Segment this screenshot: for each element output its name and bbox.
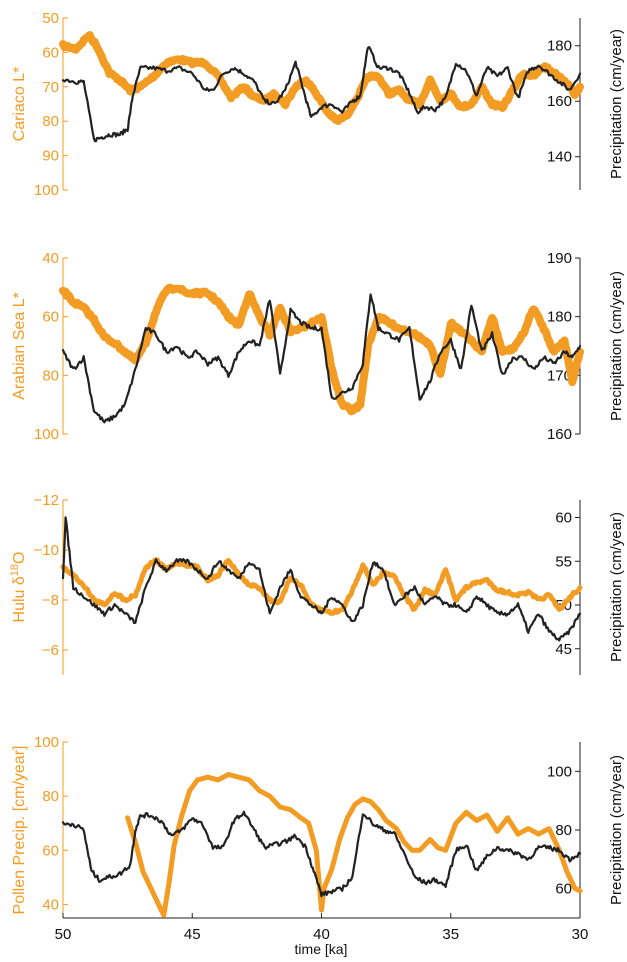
right-tick-label: 190 bbox=[547, 250, 572, 267]
right-axis-label: Precipitation (cm/year) bbox=[608, 755, 625, 905]
left-ticks: 40 60 80 100 bbox=[34, 734, 68, 913]
right-tick-label: 100 bbox=[547, 763, 572, 780]
right-tick-label: 60 bbox=[555, 510, 572, 527]
left-tick-label: 100 bbox=[34, 734, 59, 751]
series-line-orange bbox=[59, 283, 584, 416]
left-axis-label: Arabian Sea L* bbox=[11, 292, 28, 400]
x-tick-label: 45 bbox=[184, 926, 201, 943]
series-line-orange bbox=[60, 557, 583, 616]
left-tick-label: 100 bbox=[34, 426, 59, 443]
right-ticks: 60 80 100 bbox=[547, 763, 580, 898]
panel-cariaco: 50 60 70 80 90 100 140 160 180 Cariaco L* Preci… bbox=[11, 10, 625, 199]
series-lines bbox=[59, 31, 584, 143]
panel-arabian-sea: 40 60 80 100 160 170 180 190 Arabian Sea L* Pr… bbox=[11, 250, 625, 443]
left-ticks: 40 60 80 100 bbox=[34, 250, 68, 443]
series-lines bbox=[60, 516, 583, 642]
series-line-orange bbox=[59, 31, 584, 125]
series-line-black bbox=[61, 810, 582, 898]
x-tick-label: 35 bbox=[442, 926, 459, 943]
x-axis-label: time [ka] bbox=[295, 941, 348, 957]
panel-pollen: 40 60 80 100 60 80 100 50 45 40 35 30 Pollen Prec… bbox=[11, 734, 625, 957]
left-tick-label: 100 bbox=[34, 182, 59, 199]
series-lines bbox=[59, 283, 584, 424]
left-tick-label: −12 bbox=[34, 492, 59, 509]
left-tick-label: 60 bbox=[42, 309, 59, 326]
left-tick-label: 40 bbox=[42, 250, 59, 267]
series-line-black bbox=[61, 293, 582, 424]
left-tick-label: 60 bbox=[42, 44, 59, 61]
left-axis-label: Hulu δ18O bbox=[9, 552, 28, 623]
x-ticks: 50 45 40 35 30 bbox=[55, 913, 589, 943]
x-tick-label: 40 bbox=[313, 926, 330, 943]
left-tick-label: 80 bbox=[42, 367, 59, 384]
left-tick-label: −6 bbox=[42, 642, 59, 659]
series-lines bbox=[61, 772, 583, 918]
left-axis-label: Pollen Precip. [cm/year] bbox=[11, 746, 28, 915]
left-tick-label: 80 bbox=[42, 788, 59, 805]
series-line-black bbox=[61, 46, 582, 143]
left-ticks: 50 60 70 80 90 100 bbox=[34, 10, 68, 199]
right-tick-label: 80 bbox=[555, 822, 572, 839]
x-tick-label: 50 bbox=[55, 926, 72, 943]
x-tick-label: 30 bbox=[572, 926, 589, 943]
left-ticks: −12 −10 −8 −6 bbox=[34, 492, 68, 659]
left-tick-label: 50 bbox=[42, 10, 59, 27]
right-ticks: 140 160 180 bbox=[547, 38, 580, 166]
right-tick-label: 180 bbox=[547, 309, 572, 326]
right-tick-label: 60 bbox=[555, 881, 572, 898]
right-axis-label: Precipitation (cm/year) bbox=[608, 512, 625, 662]
right-tick-label: 160 bbox=[547, 93, 572, 110]
right-axis-label: Precipitation (cm/year) bbox=[608, 271, 625, 421]
right-tick-label: 45 bbox=[555, 641, 572, 658]
left-axis-label: Cariaco L* bbox=[11, 67, 28, 142]
right-tick-label: 140 bbox=[547, 149, 572, 166]
left-tick-label: 60 bbox=[42, 842, 59, 859]
right-tick-label: 170 bbox=[547, 367, 572, 384]
right-tick-label: 180 bbox=[547, 38, 572, 55]
left-tick-label: −8 bbox=[42, 592, 59, 609]
left-tick-label: 40 bbox=[42, 896, 59, 913]
right-tick-label: 160 bbox=[547, 426, 572, 443]
left-tick-label: 70 bbox=[42, 79, 59, 96]
right-ticks: 160 170 180 190 bbox=[547, 250, 580, 443]
left-tick-label: 90 bbox=[42, 148, 59, 165]
left-tick-label: −10 bbox=[34, 542, 59, 559]
series-line-orange bbox=[125, 772, 583, 918]
series-line-black bbox=[61, 516, 582, 642]
left-tick-label: 80 bbox=[42, 113, 59, 130]
right-axis-label: Precipitation (cm/year) bbox=[608, 29, 625, 179]
right-tick-label: 55 bbox=[555, 553, 572, 570]
